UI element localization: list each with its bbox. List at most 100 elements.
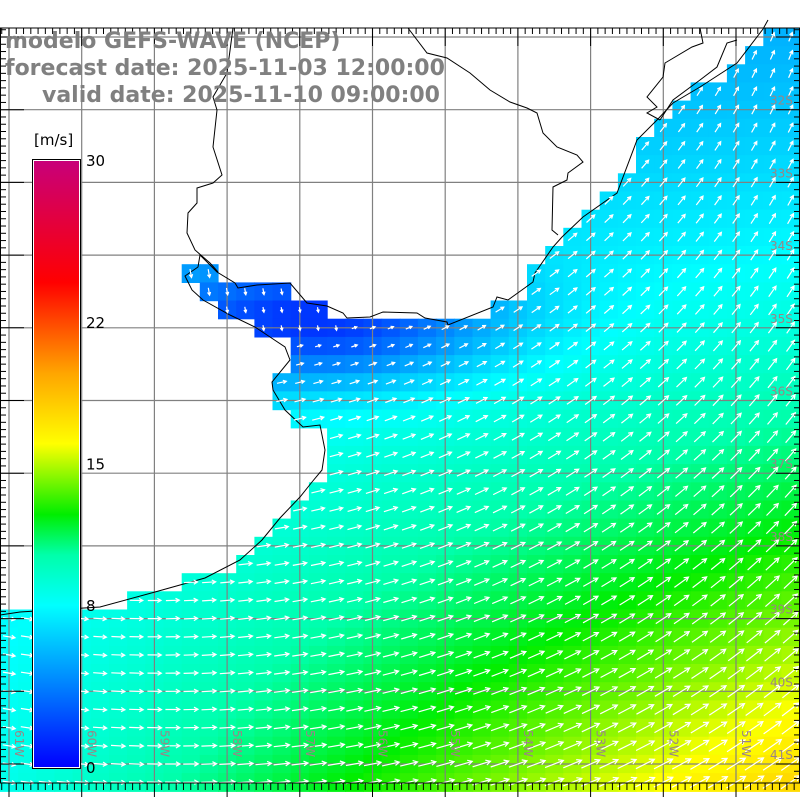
wind-arrow <box>292 687 309 694</box>
wind-arrow <box>165 779 182 785</box>
wind-arrow <box>346 669 364 676</box>
wind-arrow <box>238 579 254 585</box>
wind-arrow <box>456 451 471 459</box>
wind-arrow <box>493 396 507 405</box>
wind-arrow <box>312 415 326 421</box>
wind-arrow <box>621 359 633 369</box>
wind-arrow <box>493 451 508 459</box>
wind-arrow <box>475 396 489 404</box>
wind-arrow <box>619 540 635 551</box>
wind-arrow <box>437 596 454 604</box>
wind-arrow <box>672 721 692 734</box>
wind-arrow <box>763 702 782 717</box>
wind-arrow <box>346 633 364 640</box>
wind-arrow <box>584 432 598 442</box>
wind-arrow <box>456 487 472 495</box>
wind-arrow <box>602 413 616 424</box>
wind-arrow <box>599 704 619 715</box>
wind-arrow <box>726 757 747 771</box>
wind-arrow <box>420 433 435 440</box>
wind-arrow <box>110 761 127 767</box>
wind-arrow <box>726 739 747 753</box>
wind-arrow <box>111 670 127 676</box>
wind-arrow <box>622 177 632 187</box>
wind-arrow <box>584 450 598 460</box>
wind-arrow <box>640 322 651 333</box>
wind-arrow <box>768 212 777 225</box>
wind-arrow <box>2 743 17 749</box>
wind-arrow <box>654 722 674 734</box>
wind-arrow <box>384 433 398 440</box>
wind-arrow <box>422 361 433 367</box>
wind-arrow <box>618 668 637 679</box>
wind-arrow <box>491 705 510 714</box>
wind-arrow <box>129 652 145 658</box>
wind-vectors <box>2 31 800 790</box>
wind-arrow <box>382 723 401 731</box>
wind-arrow <box>673 612 691 625</box>
wind-arrow <box>368 361 378 367</box>
wind-arrow <box>382 651 400 658</box>
wind-arrow <box>599 776 620 787</box>
latitude-labels: 32S 33S 34S 35S 36S 37S 38S 39S 40S 41S <box>770 94 793 762</box>
wind-arrow <box>347 487 363 494</box>
wind-arrow <box>750 140 758 151</box>
wind-arrow <box>766 430 779 443</box>
wind-arrow <box>219 706 236 712</box>
wind-arrow <box>708 757 729 771</box>
wind-arrow <box>672 740 692 752</box>
wind-arrow <box>510 541 527 550</box>
wind-arrow <box>750 194 758 206</box>
wind-arrow <box>331 379 343 385</box>
wind-arrow <box>201 652 218 658</box>
wind-arrow <box>418 759 438 767</box>
wind-arrow <box>438 469 453 477</box>
wind-arrow <box>783 556 798 571</box>
longitude-label: 60W <box>85 730 99 757</box>
wind-arrow <box>225 306 230 314</box>
wind-arrow <box>637 631 654 643</box>
wind-arrow <box>711 503 725 516</box>
wind-arrow <box>714 158 722 170</box>
wind-arrow <box>238 615 254 621</box>
wind-arrow <box>439 415 453 422</box>
wind-arrow <box>695 249 705 261</box>
wind-arrow <box>601 504 617 515</box>
wind-arrow <box>639 413 652 424</box>
lat-lon-grid <box>0 28 800 783</box>
wind-arrow <box>455 578 472 586</box>
wind-arrow <box>604 286 615 296</box>
wind-arrow <box>511 451 526 459</box>
wind-arrow <box>346 578 363 585</box>
wind-arrow <box>564 577 581 587</box>
wind-arrow <box>293 506 308 512</box>
wind-arrow <box>769 176 776 188</box>
wind-arrow <box>636 722 656 733</box>
wind-arrow <box>585 323 597 332</box>
wind-arrow <box>528 596 545 605</box>
wind-arrow <box>676 340 687 352</box>
wind-arrow <box>383 578 400 585</box>
wind-arrow <box>729 466 743 480</box>
wind-arrow <box>600 668 619 679</box>
wind-arrow <box>492 541 508 550</box>
wind-arrow <box>676 322 687 333</box>
wind-arrow <box>581 758 601 769</box>
wind-arrow <box>786 266 795 279</box>
wind-arrow <box>510 596 527 605</box>
wind-arrow <box>762 756 783 771</box>
wind-arrow <box>292 651 309 658</box>
wind-arrow <box>165 724 182 731</box>
wind-arrow <box>345 742 364 748</box>
wind-arrow <box>274 651 291 658</box>
wind-arrow <box>747 557 762 571</box>
wind-arrow <box>729 484 743 498</box>
wind-arrow <box>745 720 764 735</box>
wind-arrow <box>311 506 326 512</box>
wind-arrow <box>225 287 230 297</box>
wind-arrow <box>769 31 776 42</box>
wind-arrow <box>384 469 399 476</box>
wind-arrow <box>603 341 615 351</box>
wind-arrow <box>566 396 580 405</box>
wind-arrow <box>237 742 255 749</box>
